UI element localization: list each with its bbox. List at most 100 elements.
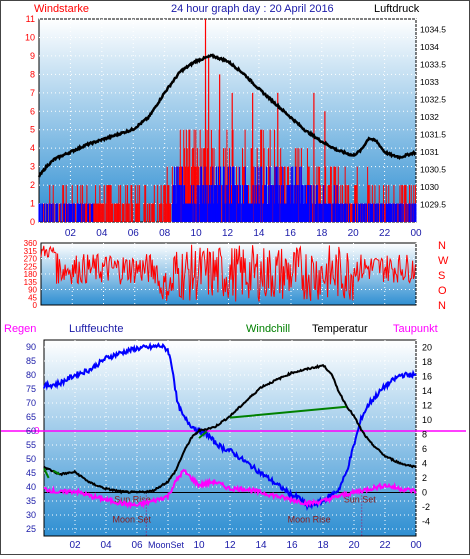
moon-set-label: Moon Set <box>113 514 152 524</box>
humidity-tick-label: 40 <box>26 482 36 492</box>
temperature-tick-label: 10 <box>422 415 432 425</box>
humidity-tick-label: 25 <box>26 524 36 534</box>
temperature-tick-label: 18 <box>422 357 432 367</box>
x-tick-label: 14 <box>253 228 265 239</box>
moon-rise-label: Moon Rise <box>288 514 331 524</box>
wind-tick-label: 3 <box>30 162 35 172</box>
pressure-tick-label: 1029.5 <box>420 200 446 210</box>
sun-rise-label: Sun Rise <box>114 494 151 504</box>
x-tick-label: 06 <box>128 228 140 239</box>
compass-label: W <box>438 255 449 267</box>
sun-set-label: Sun Set <box>344 494 377 504</box>
temperature-tick-label: 2 <box>422 473 427 483</box>
temperature-tick-label: 4 <box>422 458 427 468</box>
windchill-segment <box>43 468 50 479</box>
wind-tick-label: 6 <box>30 106 35 116</box>
humidity-tick-label: 65 <box>26 412 36 422</box>
windchill-series <box>43 405 347 479</box>
pressure-tick-label: 1031.5 <box>420 130 446 140</box>
wind-direction-line <box>40 244 416 302</box>
x-tick-label: 00 <box>410 540 422 551</box>
compass-label: N <box>438 300 446 312</box>
x-tick-label: 16 <box>285 228 297 239</box>
humidity-label: Luftfeuchte <box>69 323 123 335</box>
pressure-axis-title: Luftdruck <box>374 3 420 15</box>
humidity-tick-label: 70 <box>26 398 36 408</box>
rain-label: Regen <box>4 323 36 335</box>
pressure-tick-label: 1031 <box>420 147 439 157</box>
sun-moon-events: Sun Rise Sun Set Moon Set Moon Rise <box>113 492 377 536</box>
x-tick-label: 16 <box>286 540 298 551</box>
wind-tick-label: 4 <box>30 143 35 153</box>
temperature-tick-label: 12 <box>422 400 432 410</box>
pressure-tick-label: 1034 <box>420 42 439 52</box>
windchill-segment <box>52 469 61 476</box>
direction-tick-label: 270 <box>24 255 38 264</box>
page-title: 24 hour graph day : 20 April 2016 <box>171 3 334 15</box>
x-tick-label: 20 <box>348 228 360 239</box>
humidity-ticks: 25 30 35 40 45 50 55 60 65 70 75 80 85 90 <box>26 342 36 534</box>
temperature-label: Temperatur <box>312 323 368 335</box>
wind-pressure-x-ticks: 02 04 06 08 10 12 14 16 18 20 22 00 <box>65 228 422 239</box>
x-tick-label: 18 <box>316 228 328 239</box>
x-tick-label: 00 <box>410 228 422 239</box>
direction-tick-label: 90 <box>28 286 37 295</box>
windchill-label: Windchill <box>246 323 290 335</box>
humidity-tick-label: 45 <box>26 468 36 478</box>
x-tick-label: 14 <box>255 540 267 551</box>
temperature-tick-label: 0 <box>422 487 427 497</box>
wind-direction-series <box>40 244 416 302</box>
pressure-tick-label: 1030.5 <box>420 165 446 175</box>
dewpoint-line <box>43 468 417 510</box>
wind-tick-label: 1 <box>30 199 35 209</box>
direction-tick-label: 45 <box>28 293 37 302</box>
wind-axis-title: Windstarke <box>34 3 89 15</box>
compass-label: S <box>438 270 445 282</box>
wind-gust-series <box>38 166 417 222</box>
moon-set-tick-label: MoonSet <box>148 540 185 550</box>
direction-tick-label: 315 <box>24 247 38 256</box>
humidity-tick-label: 55 <box>26 440 36 450</box>
pressure-line <box>37 53 417 178</box>
temperature-tick-label: 16 <box>422 371 432 381</box>
x-tick-label: 10 <box>191 228 203 239</box>
x-tick-label: 06 <box>131 540 143 551</box>
dewpoint-label: Taupunkt <box>393 323 438 335</box>
humidity-tick-label: 85 <box>26 356 36 366</box>
wind-tick-label: 9 <box>30 51 35 61</box>
pressure-tick-label: 1032.5 <box>420 95 446 105</box>
x-tick-label: 10 <box>193 540 205 551</box>
windchill-segment <box>229 405 347 419</box>
direction-tick-label: 180 <box>24 270 38 279</box>
wind-tick-label: 10 <box>25 32 35 42</box>
x-tick-label: 22 <box>379 540 391 551</box>
temperature-tick-label: 8 <box>422 429 427 439</box>
wind-tick-label: 11 <box>26 14 35 24</box>
temperature-tick-label: -4 <box>422 516 430 526</box>
humidity-tick-label: 30 <box>26 510 36 520</box>
pressure-tick-label: 1033.5 <box>420 60 446 70</box>
temperature-ticks: -4 -2 0 2 4 6 8 10 12 14 16 18 20 <box>422 342 432 526</box>
humidity-tick-label: 80 <box>26 370 36 380</box>
x-tick-label: 04 <box>100 540 112 551</box>
pressure-tick-label: 1030 <box>420 182 439 192</box>
pressure-ticks: 1029.5 1030 1030.5 1031 1031.5 1032 1032.5 1033… <box>420 25 446 210</box>
x-tick-label: 18 <box>317 540 329 551</box>
wind-tick-label: 7 <box>30 88 35 98</box>
pressure-tick-label: 1034.5 <box>420 25 446 35</box>
humidity-tick-label: 50 <box>26 454 36 464</box>
x-tick-label: 20 <box>348 540 360 551</box>
compass-label: N <box>438 240 446 252</box>
direction-tick-label: 135 <box>24 278 38 287</box>
x-tick-label: 02 <box>69 540 81 551</box>
pressure-tick-label: 1033 <box>420 77 439 87</box>
direction-tick-label: 0 <box>33 301 38 310</box>
x-tick-label: 04 <box>96 228 108 239</box>
humidity-tick-label: 60 <box>26 426 36 436</box>
compass-label: O <box>438 285 447 297</box>
temperature-tick-label: 20 <box>422 342 432 352</box>
humidity-line <box>43 341 417 511</box>
direction-tick-label: 360 <box>24 239 38 248</box>
